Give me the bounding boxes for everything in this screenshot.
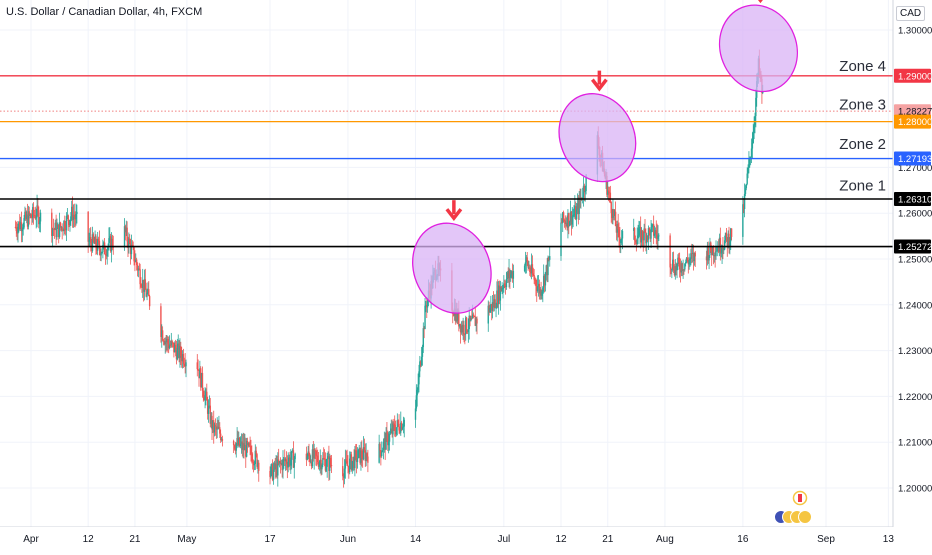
y-tick-label: 1.26000 bbox=[898, 209, 932, 220]
highlight-ellipse[interactable] bbox=[546, 82, 648, 193]
candle-body bbox=[331, 465, 332, 466]
candle-body bbox=[549, 256, 550, 260]
candle-body bbox=[258, 463, 259, 471]
x-tick-label: 16 bbox=[737, 534, 749, 545]
price-label-text: 1.29000 bbox=[898, 71, 932, 82]
candle-body bbox=[658, 235, 659, 236]
x-tick-label: Jun bbox=[340, 534, 356, 545]
x-tick-label: 12 bbox=[83, 534, 95, 545]
price-label-text: 1.26310 bbox=[898, 195, 932, 206]
candle-body bbox=[222, 439, 223, 441]
y-tick-label: 1.24000 bbox=[898, 300, 932, 311]
price-label-text: 1.27193 bbox=[898, 154, 932, 165]
y-tick-label: 1.25000 bbox=[898, 255, 932, 266]
candle-body bbox=[294, 454, 295, 459]
zone-label: Zone 4 bbox=[839, 58, 886, 75]
x-tick-label: 21 bbox=[602, 534, 614, 545]
y-tick-label: 1.30000 bbox=[898, 26, 932, 37]
event-flag-icon[interactable] bbox=[799, 511, 812, 524]
x-tick-label: 13 bbox=[883, 534, 895, 545]
x-tick-label: Sep bbox=[817, 534, 835, 545]
candle-body bbox=[695, 253, 696, 257]
y-tick-label: 1.20000 bbox=[898, 484, 932, 495]
x-tick-label: 21 bbox=[129, 534, 141, 545]
candle-body bbox=[357, 458, 358, 462]
zone-label: Zone 1 bbox=[839, 177, 886, 194]
candle-body bbox=[379, 444, 380, 451]
zone-label: Zone 2 bbox=[839, 136, 886, 153]
price-label-text: 1.25272 bbox=[898, 242, 932, 253]
candle-body bbox=[637, 238, 638, 244]
x-tick-label: Apr bbox=[23, 534, 39, 545]
candle-body bbox=[466, 318, 467, 332]
x-tick-label: 14 bbox=[410, 534, 422, 545]
candle-body bbox=[56, 229, 57, 238]
x-tick-label: Jul bbox=[497, 534, 510, 545]
candle-body bbox=[463, 325, 464, 334]
candle-body bbox=[670, 267, 671, 268]
candle-body bbox=[669, 235, 670, 267]
candle-body bbox=[513, 271, 514, 279]
candle-body bbox=[149, 296, 150, 306]
candle-body bbox=[68, 215, 69, 221]
candle-body bbox=[744, 194, 745, 209]
x-tick-label: May bbox=[177, 534, 196, 545]
candle-body bbox=[404, 420, 405, 427]
x-tick-label: 17 bbox=[264, 534, 276, 545]
candle-body bbox=[476, 319, 477, 324]
canada-flag-icon bbox=[798, 494, 802, 502]
candle-body bbox=[560, 223, 561, 257]
candle-body bbox=[610, 193, 611, 202]
candle-body bbox=[381, 452, 382, 456]
y-tick-label: 1.23000 bbox=[898, 346, 932, 357]
highlight-ellipse[interactable] bbox=[707, 0, 810, 103]
candle-body bbox=[715, 251, 716, 256]
currency-badge[interactable]: CAD bbox=[896, 6, 925, 21]
zone-label: Zone 3 bbox=[839, 97, 886, 114]
candle-body bbox=[326, 458, 327, 466]
candle-body bbox=[367, 457, 368, 463]
x-tick-label: 12 bbox=[555, 534, 567, 545]
candle-body bbox=[726, 233, 727, 238]
candle-body bbox=[622, 231, 623, 239]
candle-body bbox=[752, 143, 753, 148]
chart-title: U.S. Dollar / Canadian Dollar, 4h, FXCM bbox=[6, 6, 202, 18]
candle-body bbox=[40, 213, 41, 222]
candle-body bbox=[76, 212, 77, 214]
price-label-text: 1.28000 bbox=[898, 117, 932, 128]
y-tick-label: 1.21000 bbox=[898, 438, 932, 449]
candle-body bbox=[185, 362, 186, 366]
candle-body bbox=[731, 228, 732, 237]
x-tick-label: Aug bbox=[656, 534, 674, 545]
y-tick-label: 1.22000 bbox=[898, 392, 932, 403]
